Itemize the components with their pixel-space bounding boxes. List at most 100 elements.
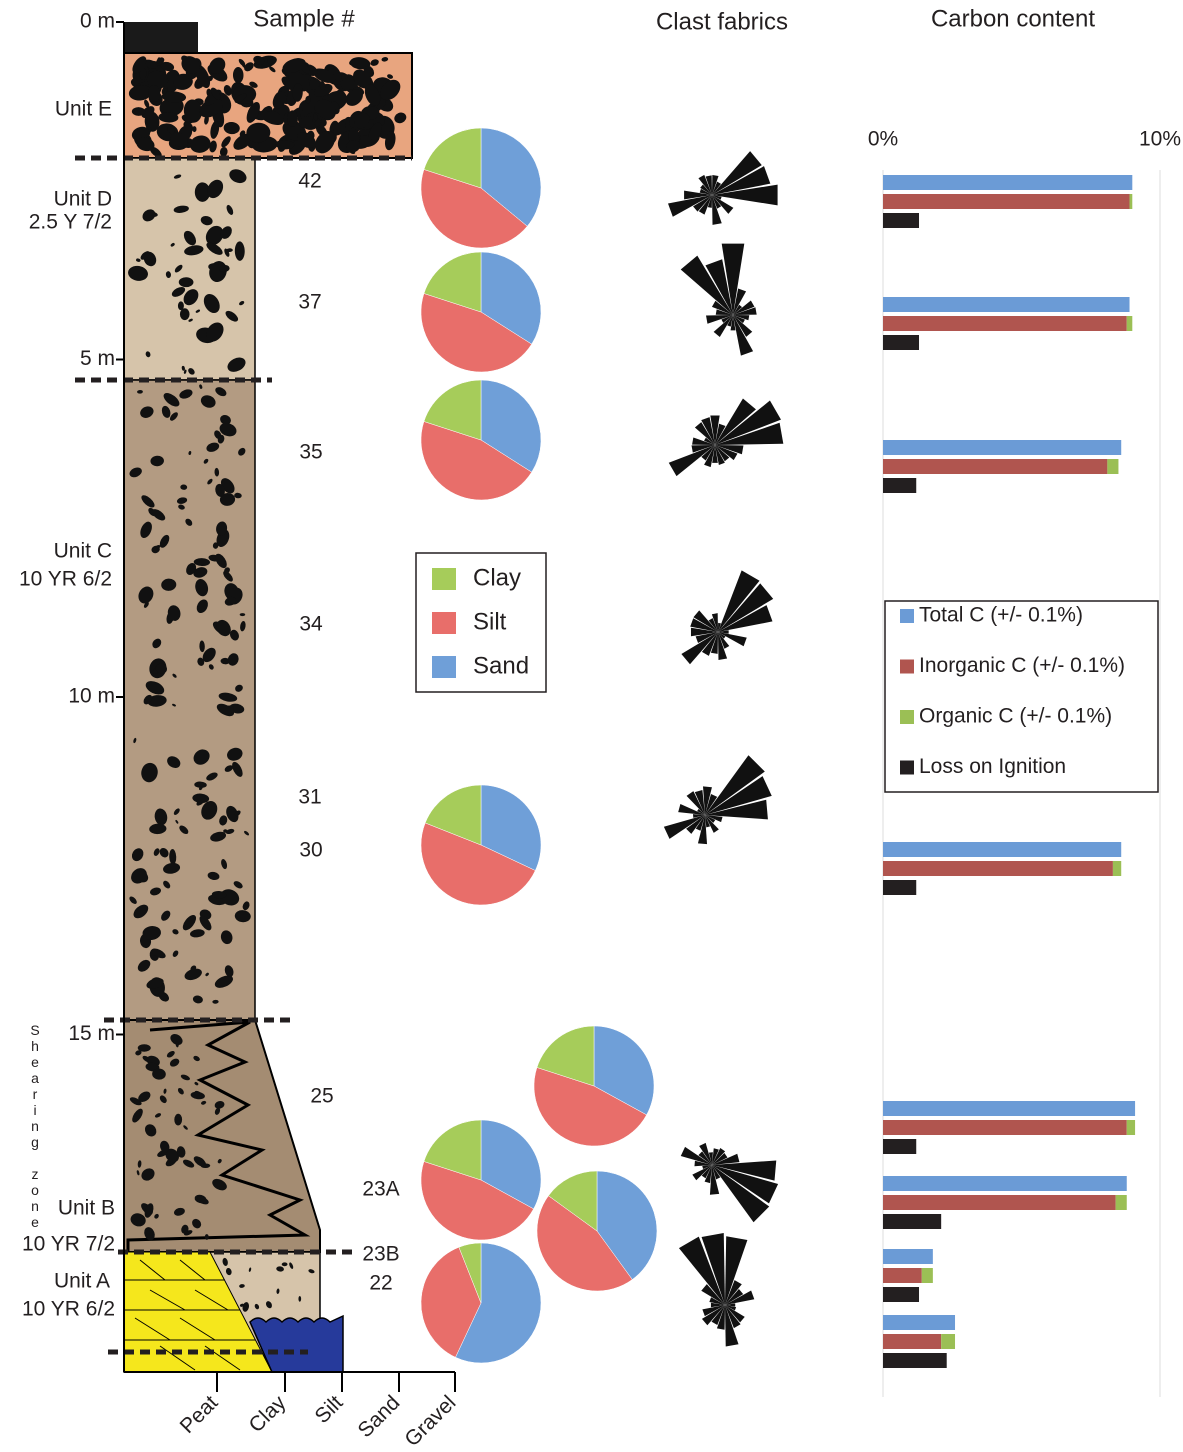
clast [137, 1044, 151, 1052]
fabric-petal [715, 445, 738, 461]
clast [133, 904, 149, 919]
legend-swatch [432, 656, 456, 678]
bar [883, 1334, 942, 1349]
fabric-petal [709, 1165, 720, 1195]
fabric-petal [691, 445, 715, 453]
fabric-petal [704, 1165, 712, 1184]
clast [221, 136, 231, 148]
clast [206, 242, 223, 255]
clast [313, 113, 318, 121]
clast [219, 815, 228, 826]
fabric-petal [725, 1305, 745, 1323]
clast [218, 692, 238, 702]
grain-size-label: Clay [244, 1391, 290, 1437]
depth-label: 0 m [80, 10, 115, 33]
unit-color: 10 YR 7/2 [22, 1233, 115, 1256]
bar [883, 1139, 917, 1154]
clast [159, 1095, 167, 1104]
clast [133, 737, 137, 744]
shear-zigzag [126, 1020, 311, 1252]
bar [883, 335, 920, 350]
clast [221, 859, 228, 870]
clast [194, 1081, 199, 1086]
fabric-petal [712, 184, 778, 206]
clast [129, 467, 142, 478]
stratigraphic-column [75, 22, 456, 1392]
clast [394, 112, 407, 124]
bar [883, 1353, 947, 1368]
clast [145, 351, 151, 358]
fabric-petal [725, 1280, 742, 1305]
fabric-petal [686, 791, 705, 815]
clast [210, 87, 221, 101]
legend-label: Organic C (+/- 0.1%) [919, 705, 1112, 728]
clast [206, 442, 220, 452]
clast [230, 629, 239, 641]
bar [883, 880, 917, 895]
bar [883, 194, 1130, 209]
clast [173, 205, 189, 213]
clast [183, 369, 187, 374]
clast [226, 204, 234, 215]
fabric-petal [708, 618, 718, 632]
clast [171, 286, 186, 297]
fabric-petal [704, 445, 715, 468]
clast [225, 310, 239, 322]
clast [233, 133, 253, 150]
bar [883, 213, 920, 228]
bar [883, 175, 1133, 190]
clast [384, 131, 396, 151]
pie-slice [480, 127, 542, 227]
fabric-petal [702, 1305, 725, 1317]
fabric-petal [681, 632, 718, 665]
bar [883, 478, 917, 493]
grain-size-label: Silt [311, 1391, 348, 1428]
fabric-petal [715, 309, 733, 315]
clast [143, 694, 153, 705]
clast [298, 1295, 302, 1302]
silt-lens [249, 1314, 344, 1373]
pie-slice [536, 1025, 595, 1087]
fabric-petal [721, 315, 733, 323]
clast [146, 978, 164, 989]
clast [368, 122, 382, 144]
fabric-petal [701, 445, 715, 461]
pie-slice [420, 293, 533, 373]
clast [219, 423, 237, 437]
clast [380, 79, 401, 101]
clast [174, 264, 183, 273]
clast [234, 810, 241, 817]
clast [128, 265, 148, 281]
clast [199, 640, 205, 653]
sample: 23B [362, 1243, 399, 1266]
bar [883, 1176, 1127, 1191]
clast [180, 1074, 190, 1081]
pie-slice [548, 1170, 598, 1232]
unit-label: Unit E [55, 98, 112, 121]
clast [181, 56, 200, 74]
bar [883, 1315, 956, 1330]
clast [200, 395, 216, 408]
clast [387, 74, 394, 79]
x-tick-label: 0% [868, 128, 898, 151]
sample: 34 [299, 613, 323, 636]
bar [883, 316, 1127, 331]
clast [192, 1218, 202, 1229]
legend-label: Silt [473, 608, 507, 635]
fabric-petal [715, 445, 730, 462]
clast [313, 83, 333, 97]
unit-color: 2.5 Y 7/2 [29, 211, 112, 234]
clast [214, 975, 233, 988]
clast [208, 664, 214, 670]
clast [199, 786, 203, 791]
fabric-petal [684, 190, 712, 200]
clast [242, 901, 250, 911]
clast [216, 619, 231, 637]
clast [140, 251, 150, 260]
sample: 42 [298, 170, 321, 193]
clast [224, 248, 230, 257]
clast [183, 1125, 188, 1130]
pie-slice [420, 822, 536, 906]
